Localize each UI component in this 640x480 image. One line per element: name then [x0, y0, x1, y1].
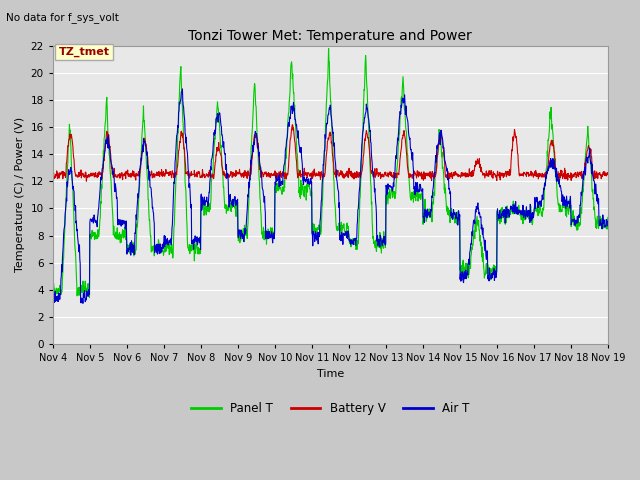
- Y-axis label: Temperature (C) / Power (V): Temperature (C) / Power (V): [15, 118, 25, 273]
- Air T: [159, 246, 167, 252]
- Panel T: [49, 285, 57, 290]
- Battery V: [417, 173, 425, 179]
- Line: Battery V: Battery V: [53, 125, 608, 181]
- X-axis label: Time: Time: [317, 369, 344, 379]
- Battery V: [173, 172, 180, 178]
- Air T: [490, 269, 497, 275]
- Panel T: [159, 249, 167, 254]
- Battery V: [159, 170, 167, 176]
- Panel T: [235, 235, 243, 240]
- Air T: [179, 86, 186, 92]
- Panel T: [173, 157, 180, 163]
- Air T: [49, 291, 57, 297]
- Air T: [236, 227, 243, 233]
- Line: Panel T: Panel T: [53, 48, 608, 298]
- Air T: [604, 220, 612, 226]
- Battery V: [49, 172, 57, 178]
- Legend: Panel T, Battery V, Air T: Panel T, Battery V, Air T: [186, 397, 474, 420]
- Line: Air T: Air T: [53, 89, 608, 303]
- Air T: [539, 195, 547, 201]
- Text: No data for f_sys_volt: No data for f_sys_volt: [6, 12, 119, 23]
- Air T: [173, 133, 180, 139]
- Battery V: [539, 171, 547, 177]
- Battery V: [604, 171, 612, 177]
- Panel T: [324, 46, 332, 51]
- Air T: [417, 188, 425, 194]
- Text: TZ_tmet: TZ_tmet: [58, 47, 109, 57]
- Title: Tonzi Tower Met: Temperature and Power: Tonzi Tower Met: Temperature and Power: [188, 29, 472, 43]
- Panel T: [86, 295, 93, 300]
- Panel T: [490, 262, 497, 268]
- Battery V: [289, 122, 296, 128]
- Battery V: [83, 179, 90, 184]
- Air T: [79, 300, 87, 306]
- Battery V: [490, 171, 497, 177]
- Panel T: [604, 215, 612, 220]
- Panel T: [539, 210, 547, 216]
- Panel T: [417, 193, 425, 199]
- Battery V: [235, 170, 243, 176]
